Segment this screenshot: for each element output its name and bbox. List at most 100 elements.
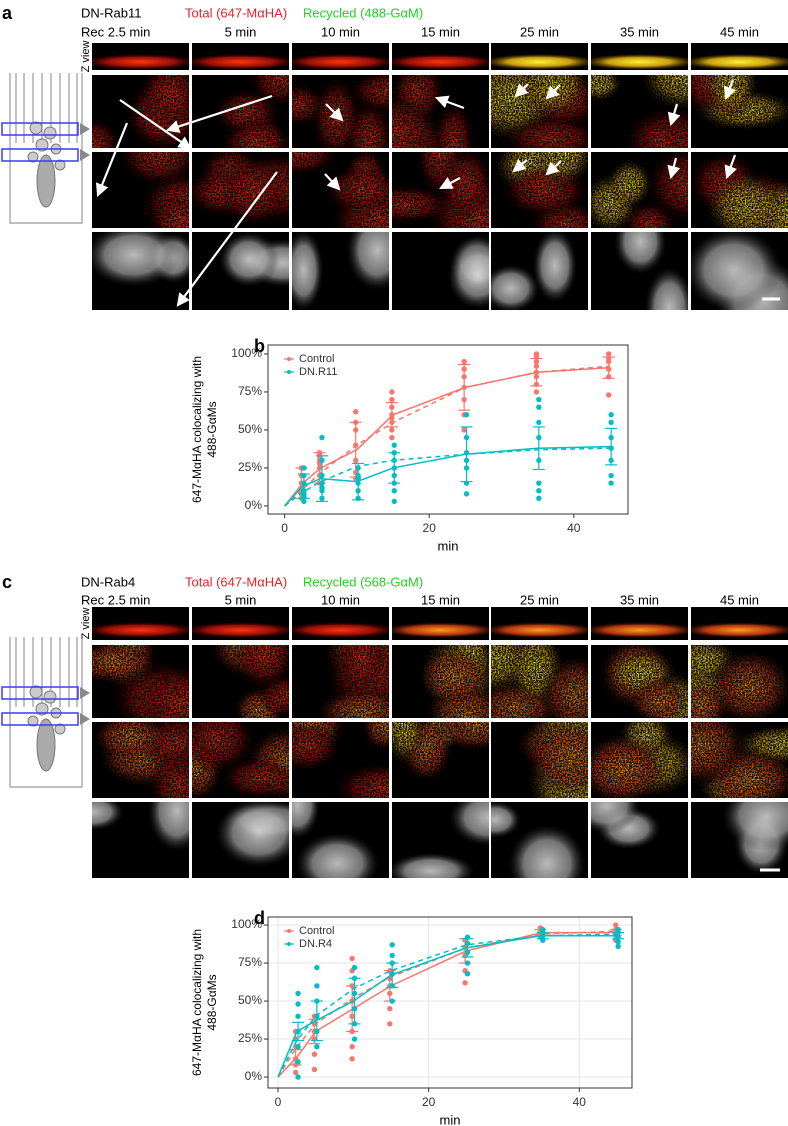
cell-signal [362, 722, 389, 751]
cell-signal [349, 75, 389, 113]
z-view [392, 607, 489, 640]
z-view-band [591, 622, 688, 639]
micrograph [292, 722, 389, 798]
x-tick-label: 20 [423, 521, 437, 535]
time-label: 15 min [421, 24, 460, 39]
data-point [391, 442, 397, 448]
micrograph-signal [92, 722, 189, 798]
cell-signal [249, 75, 289, 106]
cell-signal [640, 119, 683, 148]
channel-label: Total (647-MαHA) [185, 574, 287, 589]
cell-signal [721, 802, 788, 852]
fit-line [277, 933, 617, 1078]
legend-label: DN.R4 [299, 938, 332, 950]
z-view [192, 43, 289, 70]
cell-signal [418, 648, 489, 705]
micrograph [491, 645, 588, 718]
cell-signal [706, 173, 786, 228]
cell-signal [641, 75, 688, 110]
micrograph [92, 75, 189, 148]
data-point [462, 980, 468, 986]
data-point [464, 970, 471, 977]
micrograph [192, 722, 289, 798]
cell-signal [215, 802, 289, 868]
panel-label: a [2, 3, 13, 23]
micrograph [491, 722, 588, 798]
data-point [389, 952, 395, 959]
data-point [461, 358, 467, 365]
cell-signal [504, 115, 588, 148]
y-tick-label: 100% [231, 346, 262, 360]
arrow [119, 99, 192, 150]
legend-label: Control [299, 925, 334, 937]
z-view [92, 43, 189, 70]
micrograph [591, 645, 688, 718]
cell-signal [316, 688, 389, 718]
micrograph-signal [491, 75, 588, 148]
arrow [545, 84, 561, 100]
z-view-band [92, 53, 189, 70]
z-view [292, 43, 389, 70]
micrograph [92, 645, 189, 718]
z-view-band [491, 53, 588, 70]
data-point [301, 498, 307, 505]
arrow [667, 157, 681, 180]
micrograph [192, 802, 289, 878]
cell-signal [219, 232, 279, 288]
y-axis-label: 647-MαHA colocalizing with [190, 929, 204, 1076]
mean-line [277, 934, 617, 1078]
micrograph-signal [119, 152, 189, 228]
arrow [439, 177, 461, 190]
x-tick-label: 0 [281, 521, 288, 535]
y-tick-label: 50% [238, 422, 262, 436]
micrograph-signal [691, 645, 788, 718]
channel-label: Total (647-MαHA) [185, 5, 287, 20]
micrograph-signal [691, 152, 788, 228]
construct-label: DN-Rab11 [81, 5, 141, 20]
arrow [95, 122, 129, 198]
data-point [540, 926, 546, 933]
data-point [389, 998, 395, 1004]
data-point [351, 1036, 358, 1042]
time-label: 45 min [720, 592, 759, 607]
data-point [606, 351, 612, 357]
z-view-band [292, 53, 389, 70]
cell-signal [607, 159, 652, 208]
fit-line [284, 447, 610, 507]
cell-signal [222, 757, 289, 798]
data-point [295, 1043, 301, 1050]
micrograph-signal [721, 802, 788, 875]
legend-label: Control [299, 353, 334, 365]
micrograph [591, 722, 688, 798]
cell-signal [141, 667, 189, 718]
z-view-band [292, 622, 389, 639]
micrograph-signal [691, 722, 788, 798]
micrograph [691, 802, 788, 878]
legend-key [287, 942, 291, 946]
y-axis-label: 488-GαMs [205, 974, 219, 1030]
cell-signal [591, 736, 670, 798]
micrograph-signal [614, 232, 688, 310]
arrow [176, 171, 278, 307]
arrow [325, 103, 344, 122]
micrograph [92, 232, 189, 310]
micrograph [392, 232, 489, 310]
cell-signal [691, 722, 747, 786]
micrograph [691, 722, 788, 798]
plot-frame [267, 916, 633, 1089]
time-label: 5 min [225, 592, 257, 607]
micrograph-signal [219, 232, 289, 288]
data-point [615, 939, 621, 945]
cell-signal [334, 763, 389, 798]
cell-signal [630, 676, 688, 718]
micrograph [292, 232, 389, 310]
channel-label: Recycled (568-GαM) [303, 574, 423, 589]
arrow [514, 83, 529, 98]
x-axis-label: min [438, 538, 459, 553]
micrograph [192, 75, 289, 148]
z-view-band [691, 622, 788, 639]
data-point [608, 480, 614, 486]
time-label: 10 min [321, 24, 360, 39]
data-point [389, 942, 395, 948]
